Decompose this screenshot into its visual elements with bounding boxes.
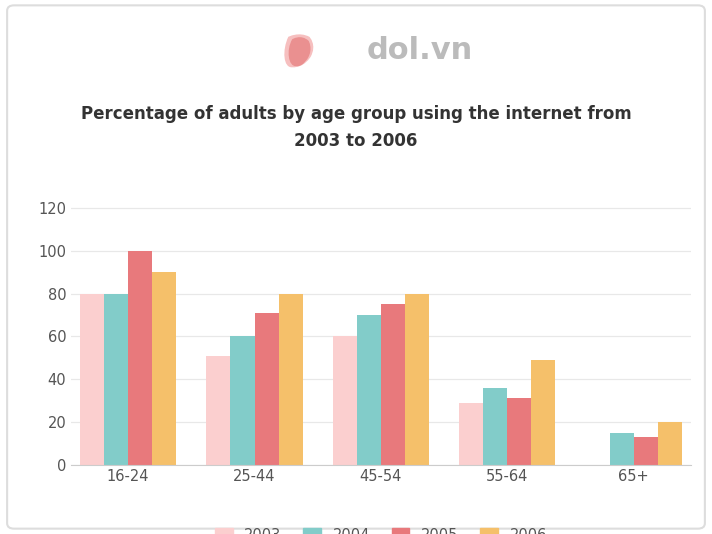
PathPatch shape <box>288 37 310 66</box>
Bar <box>658 422 682 465</box>
Bar <box>333 336 357 465</box>
FancyBboxPatch shape <box>7 5 705 529</box>
Bar <box>357 315 381 465</box>
Bar <box>459 403 483 465</box>
Bar <box>254 313 278 465</box>
Bar <box>152 272 176 465</box>
Bar <box>231 336 254 465</box>
Bar <box>634 437 658 465</box>
Legend: 2003, 2004, 2005, 2006: 2003, 2004, 2005, 2006 <box>209 522 553 534</box>
Bar <box>381 304 405 465</box>
Bar <box>128 251 152 465</box>
Bar <box>104 294 128 465</box>
Bar <box>531 360 555 465</box>
Text: Percentage of adults by age group using the internet from
2003 to 2006: Percentage of adults by age group using … <box>80 105 632 150</box>
Bar <box>609 433 634 465</box>
Bar <box>483 388 508 465</box>
Bar <box>405 294 429 465</box>
Bar <box>206 356 231 465</box>
Text: dol.vn: dol.vn <box>367 36 473 65</box>
Bar <box>508 398 531 465</box>
Bar <box>80 294 104 465</box>
Bar <box>278 294 303 465</box>
PathPatch shape <box>284 34 313 67</box>
